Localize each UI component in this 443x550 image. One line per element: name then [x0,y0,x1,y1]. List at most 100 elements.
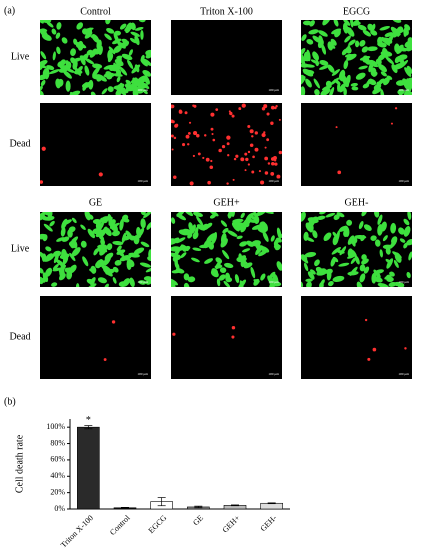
dead-cell [274,162,278,166]
live-cell [138,280,147,285]
live-cell [222,227,229,234]
live-cell [71,217,77,224]
live-cell [314,259,320,267]
dead-cell [205,157,210,162]
dead-cell [254,131,258,135]
live-cell [119,254,130,262]
live-cell [84,31,93,39]
live-cell [350,20,354,28]
live-cell [96,74,103,82]
live-cell [403,226,411,237]
live-cell [234,274,240,284]
live-cell [105,71,112,78]
live-cell [83,27,94,32]
dead-cell [244,169,247,172]
live-cell [59,253,70,260]
live-cell [98,247,108,253]
live-cell [301,255,309,264]
live-cell [106,27,115,34]
live-cell [40,60,48,67]
live-cell [327,64,335,73]
live-cell [239,241,248,247]
live-cell [41,276,47,283]
live-cell [40,28,48,38]
live-cell [348,39,356,46]
live-cell [58,273,66,281]
live-cell [104,33,112,41]
live-cell [253,215,260,225]
live-cell [386,75,393,80]
dead-cell [221,144,226,149]
live-cell [187,232,193,239]
image-background [301,212,412,287]
live-cell [69,90,81,95]
dead-cell [229,111,233,116]
live-cell [56,259,65,267]
live-cell [140,59,148,67]
dead-cell [270,172,275,176]
live-cell [128,259,135,268]
live-cell [382,47,389,59]
live-cell [199,244,211,249]
live-cell [184,212,194,217]
live-cell [52,263,59,270]
live-cell [128,49,133,56]
live-cell [389,271,395,277]
live-cell [356,281,363,287]
live-cell [241,248,251,253]
live-cell [194,226,199,236]
live-cell [95,261,102,269]
live-cell [105,20,111,25]
live-cell [171,252,180,258]
live-cell [87,283,97,287]
live-cell [52,250,62,257]
dead-cell [278,150,282,155]
live-cell [359,273,366,283]
live-cell [223,280,231,287]
dead-cell [266,138,270,142]
live-cell [87,228,96,239]
live-cell [333,214,340,221]
y-tick-label: 60% [50,455,65,464]
live-cell [255,212,267,217]
live-cell [143,75,150,85]
dead-cell [40,180,44,184]
live-cell [370,29,378,36]
live-cell [72,60,78,70]
dead-cell [247,125,251,129]
live-cell [143,58,151,66]
live-cell [225,272,231,282]
live-cell [56,46,61,55]
dead-cell [270,121,274,125]
live-cell [183,273,190,281]
live-cell [264,212,274,214]
dead-cell [251,170,255,174]
dead-cell [247,163,250,166]
live-cell [116,76,121,83]
x-tick-label: GE [191,513,205,527]
live-cell [318,30,328,37]
dead-cell [251,135,254,138]
live-cell [145,277,151,285]
live-cell [404,67,412,77]
live-cell [222,249,230,260]
live-cell [40,90,44,95]
live-cell [80,224,86,230]
live-cell [174,256,178,268]
error-bar [121,507,129,509]
dead-cell [218,148,222,153]
image-background [171,296,282,379]
live-cell [275,244,281,251]
micrograph: 100 μm [171,103,282,186]
dead-cell [276,174,281,179]
live-cell [40,20,44,24]
live-cell [385,56,394,65]
live-cell [344,54,355,58]
live-cell [398,227,405,235]
live-cell [379,249,383,258]
live-cell [373,269,381,278]
live-cell [270,235,275,242]
panel-label: (b) [4,396,16,407]
dead-cell [226,182,229,185]
live-cell [97,277,107,284]
